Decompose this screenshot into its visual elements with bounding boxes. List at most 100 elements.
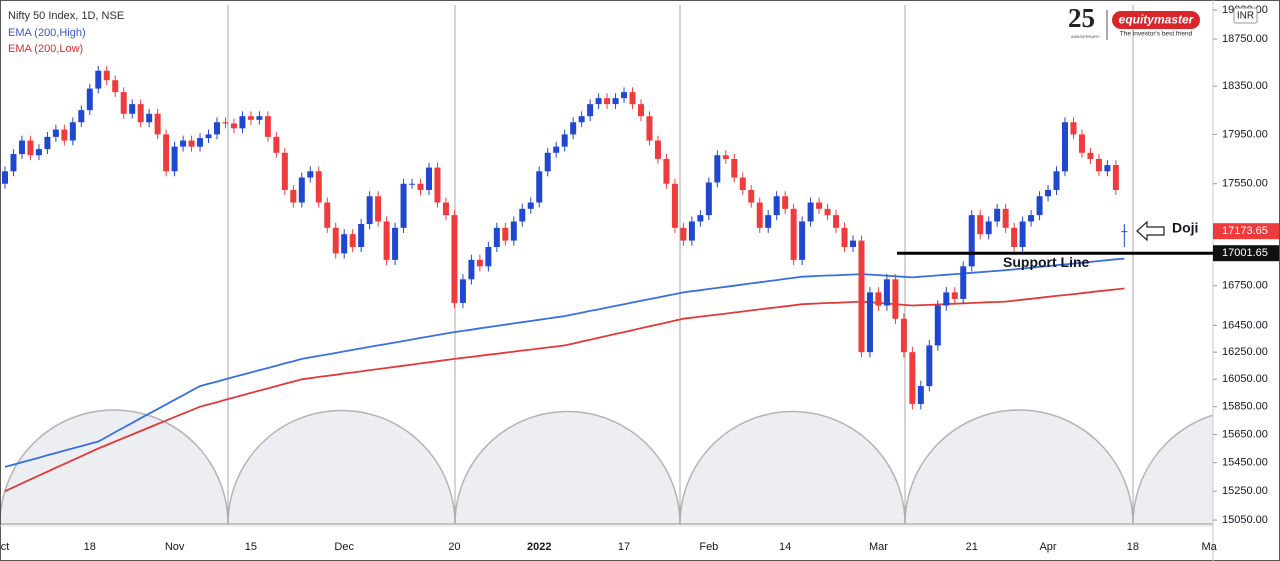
doji-label: Doji [1172,220,1198,236]
candle-body [502,227,509,241]
y-tick-label: 15250.00 [1222,485,1268,497]
candle-body [341,234,348,254]
candle-body [663,158,670,184]
candle-body [27,140,34,156]
candle-body [400,183,407,228]
y-tick-label: 18350.00 [1222,80,1268,92]
x-tick-label: ct [1,541,10,553]
candle-body [722,155,729,159]
candle-body [95,70,102,89]
candle-body [332,227,339,254]
ema-line [4,257,1125,468]
candle-body [968,215,975,267]
support-label: Support Line [1003,254,1090,270]
candle-body [680,227,687,241]
candle-body [146,113,153,123]
candle-body [298,177,305,203]
candle-body [188,140,195,147]
logo-slogan: The investor's best friend [1120,31,1193,38]
cycle-arc [1132,414,1213,525]
candle-body [214,122,220,135]
candle-body [2,171,8,184]
candle-body [273,136,280,153]
candle-body [69,122,76,141]
x-tick-label: Mar [869,541,888,553]
candle-body [951,292,958,299]
cycle-arc [227,409,456,525]
candle-body [1078,134,1085,153]
candle-body [18,140,25,155]
candle-body [799,221,806,260]
candle-body [375,196,382,222]
y-tick-label: 18750.00 [1222,33,1268,45]
candle-body [205,134,212,139]
candle-body [654,140,661,159]
candle-body [612,98,619,105]
y-tick-label: 16250.00 [1222,346,1268,358]
candle-body [1045,189,1052,197]
candle-body [688,221,695,241]
candle-body [180,140,187,147]
logo-number: 25 [1068,3,1095,33]
cycle-arc [1,409,229,525]
x-tick-label: 17 [618,541,630,553]
candle-body [103,70,110,81]
candle-body [1062,122,1068,172]
candle-body [900,318,907,353]
last-price: 17173.65 [1222,225,1268,237]
candle-body [112,80,119,93]
candle-body [943,292,950,306]
candle-body [570,122,577,135]
candle-body [442,202,449,216]
y-tick-label: 15650.00 [1222,428,1268,440]
candle-body [247,116,254,120]
x-tick-label: 18 [84,541,96,553]
candle-body [985,221,992,235]
candle-body [638,104,644,117]
candle-body [1070,122,1077,135]
candle-body [875,292,882,306]
candle-body [281,152,288,190]
candle-body [315,171,322,203]
candle-body [510,221,517,241]
candle-body [578,116,585,123]
candle-body [697,215,704,222]
candle-body [519,208,526,222]
candle-body [756,202,763,228]
cycle-arc [679,410,906,525]
candle-body [1095,158,1102,172]
logo-brand: equitymaster [1119,13,1195,27]
cycle-arc [904,409,1134,525]
candle-body [1053,171,1060,190]
y-tick-label: 15050.00 [1222,514,1268,526]
candle-body [230,123,237,129]
x-tick-label: Nov [165,541,185,553]
candle-body [78,110,85,123]
candle-body [527,202,534,209]
candle-body [646,116,653,141]
candle-body [629,92,636,105]
candle-body [417,183,424,190]
candle-body [536,171,543,203]
candle-body [468,259,475,280]
candle-body [1011,227,1018,247]
candle-body [934,305,941,346]
y-tick-label: 17950.00 [1222,128,1268,140]
candle-body [493,227,500,247]
candle-body [1104,165,1111,172]
candle-body [52,129,59,137]
candle-body [1028,215,1035,222]
candle-body [561,134,568,147]
candle-body [485,246,492,267]
candle-body [307,171,314,178]
candle-body [137,104,144,123]
x-tick-label: 14 [779,541,791,553]
chart-title: Nifty 50 Index, 1D, NSE [8,10,124,22]
logo-badge [1112,11,1200,29]
candle-body [426,167,432,190]
x-tick-label: 20 [448,541,460,553]
candle-body [773,196,780,216]
candle-body [366,196,373,225]
candle-body [587,104,594,117]
